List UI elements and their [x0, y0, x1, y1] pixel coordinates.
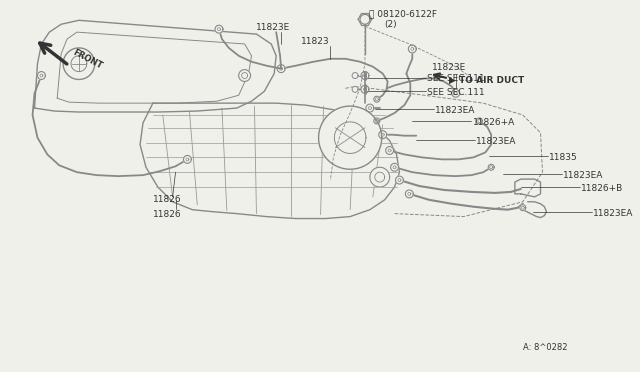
Text: A: 8^0282: A: 8^0282: [523, 343, 567, 352]
Polygon shape: [386, 147, 394, 154]
Polygon shape: [408, 192, 411, 195]
Polygon shape: [360, 15, 370, 24]
Polygon shape: [352, 86, 358, 92]
Polygon shape: [361, 71, 369, 80]
Polygon shape: [63, 48, 95, 80]
Polygon shape: [521, 206, 524, 209]
Polygon shape: [38, 71, 45, 80]
Polygon shape: [408, 45, 416, 53]
Polygon shape: [452, 89, 460, 97]
Polygon shape: [186, 158, 189, 161]
Polygon shape: [375, 119, 378, 122]
Polygon shape: [366, 104, 374, 112]
Polygon shape: [352, 73, 358, 78]
Text: 11823EA: 11823EA: [563, 171, 604, 180]
Text: 11823EA: 11823EA: [435, 106, 476, 115]
Polygon shape: [454, 92, 457, 95]
Text: SEE SEC.111: SEE SEC.111: [427, 74, 484, 83]
Polygon shape: [218, 28, 220, 31]
Text: (2): (2): [385, 20, 397, 29]
Polygon shape: [334, 122, 366, 153]
Text: Ⓑ 08120-6122F: Ⓑ 08120-6122F: [369, 9, 437, 18]
Polygon shape: [239, 70, 250, 81]
Polygon shape: [488, 164, 494, 170]
Polygon shape: [379, 131, 387, 139]
Polygon shape: [375, 98, 378, 101]
Polygon shape: [370, 167, 390, 187]
Polygon shape: [476, 118, 483, 124]
Text: 11826: 11826: [153, 209, 182, 219]
Polygon shape: [71, 56, 87, 71]
Polygon shape: [478, 119, 481, 122]
Polygon shape: [381, 133, 384, 136]
Polygon shape: [388, 149, 391, 152]
Text: ▶ TO AIR DUCT: ▶ TO AIR DUCT: [449, 76, 524, 84]
Polygon shape: [215, 25, 223, 33]
Polygon shape: [490, 166, 493, 169]
Polygon shape: [184, 155, 191, 163]
Text: 11826+B: 11826+B: [581, 184, 623, 193]
Polygon shape: [374, 96, 380, 102]
Text: 11823: 11823: [301, 37, 330, 46]
Polygon shape: [393, 166, 396, 169]
Polygon shape: [40, 74, 43, 77]
Text: 11823EA: 11823EA: [593, 209, 633, 218]
Text: 11823EA: 11823EA: [476, 137, 516, 145]
Polygon shape: [242, 73, 248, 78]
Polygon shape: [520, 205, 525, 211]
Text: 11823E: 11823E: [257, 23, 291, 32]
Polygon shape: [375, 172, 385, 182]
Text: SEE SEC.111: SEE SEC.111: [427, 88, 484, 97]
Polygon shape: [405, 190, 413, 198]
Text: 11835: 11835: [549, 153, 578, 162]
Text: 11823E: 11823E: [432, 62, 467, 72]
Text: 11826: 11826: [153, 195, 182, 204]
Polygon shape: [364, 88, 367, 91]
Text: FRONT: FRONT: [71, 48, 104, 71]
Polygon shape: [374, 118, 380, 124]
Polygon shape: [390, 163, 399, 171]
Polygon shape: [361, 86, 369, 93]
Polygon shape: [411, 47, 414, 50]
Polygon shape: [369, 107, 371, 110]
Polygon shape: [398, 179, 401, 182]
Polygon shape: [396, 176, 403, 184]
Polygon shape: [280, 67, 283, 70]
Polygon shape: [364, 74, 367, 77]
Text: 11826+A: 11826+A: [472, 118, 515, 127]
Polygon shape: [277, 65, 285, 73]
Polygon shape: [319, 106, 381, 169]
